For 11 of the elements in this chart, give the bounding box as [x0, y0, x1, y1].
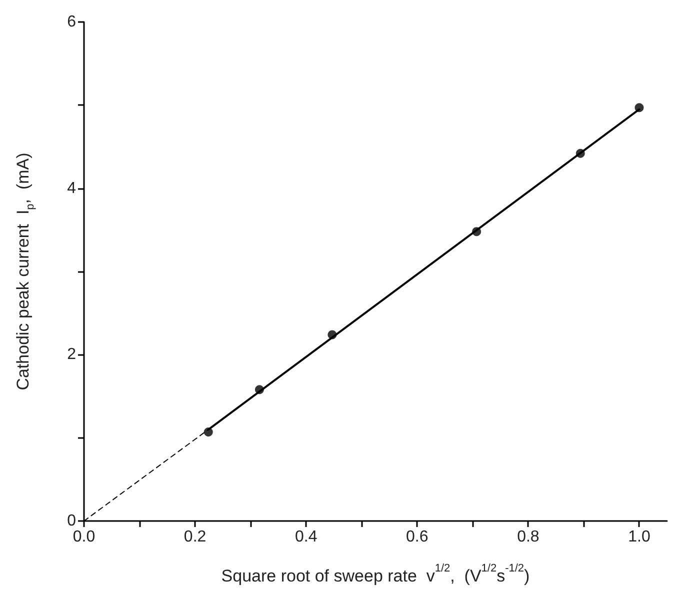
y-tick-label: 2 — [67, 346, 76, 364]
x-tick-label: 0.2 — [184, 528, 206, 546]
y-tick-label: 6 — [67, 14, 76, 30]
y-axis-title: Cathodic peak current Ip, (mA) — [14, 152, 36, 390]
x-tick-label: 0.4 — [294, 528, 318, 546]
y-tick-label: 4 — [67, 180, 76, 197]
x-tick-label: 0.6 — [406, 528, 428, 546]
x-tick-label: 0.0 — [72, 528, 96, 546]
y-tick-label: 0 — [67, 512, 76, 530]
x-tick-label: 0.8 — [517, 528, 540, 546]
x-tick-label: 1.0 — [628, 528, 650, 546]
